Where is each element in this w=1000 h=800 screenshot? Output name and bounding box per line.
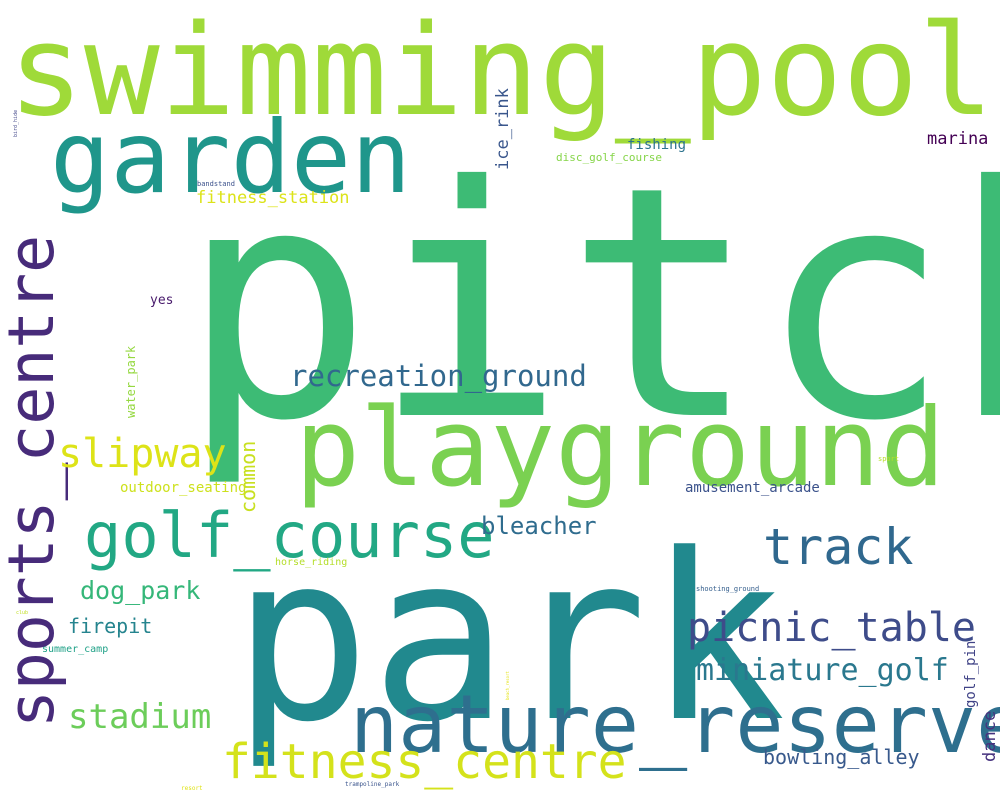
word-bleacher: bleacher (481, 512, 597, 540)
word-fishing: fishing (627, 137, 687, 153)
word-nature-reserve: nature_reserve (350, 678, 1000, 771)
word-shooting-ground: shooting_ground (696, 585, 760, 593)
word-recreation-ground: recreation_ground (290, 359, 587, 393)
word-park: park (232, 506, 786, 773)
word-swimming-pool: swimming_pool (8, 0, 995, 144)
word-miniature-golf: miniature_golf (696, 653, 949, 688)
word-track: track (763, 518, 914, 576)
word-slipway: slipway (58, 431, 227, 477)
word-horse-riding: horse_riding (275, 557, 348, 568)
word-ice-rink: ice_rink (493, 88, 513, 170)
word-beach-resort: beach_resort (505, 671, 510, 700)
word-sport: sport (878, 455, 900, 463)
word-club: club (16, 610, 29, 616)
word-fitness-station: fitness_station (196, 188, 350, 208)
word-golf-pin: golf_pin (963, 640, 979, 708)
word-bird-hide: bird_hide (13, 109, 19, 137)
word-golf-course: golf_course (84, 499, 495, 572)
word-dog-park: dog_park (80, 576, 201, 605)
word-trampoline-park: trampoline_park (345, 781, 400, 788)
word-summer-camp: summer_camp (42, 644, 109, 655)
word-fitness-centre: fitness_centre (222, 734, 627, 790)
word-playground: playground (295, 386, 946, 511)
word-disc-golf-course: disc_golf_course (556, 151, 662, 164)
word-outdoor-seating: outdoor_seating (120, 480, 247, 496)
word-dance: dance (980, 710, 1000, 762)
word-bowling-alley: bowling_alley (763, 745, 920, 769)
word-pitch: pitch (180, 119, 1000, 491)
word-picnic-table: picnic_table (687, 605, 976, 651)
word-bandstand: bandstand (197, 180, 235, 188)
word-marina: marina (927, 129, 989, 149)
word-water-park: water_park (124, 345, 138, 418)
word-stadium: stadium (68, 697, 212, 737)
word-yes: yes (150, 293, 174, 308)
word-resort: resort (181, 785, 203, 792)
word-amusement-arcade: amusement_arcade (685, 480, 820, 496)
word-common: common (236, 440, 260, 513)
word-firepit: firepit (68, 614, 153, 638)
word-garden: garden (50, 99, 412, 216)
